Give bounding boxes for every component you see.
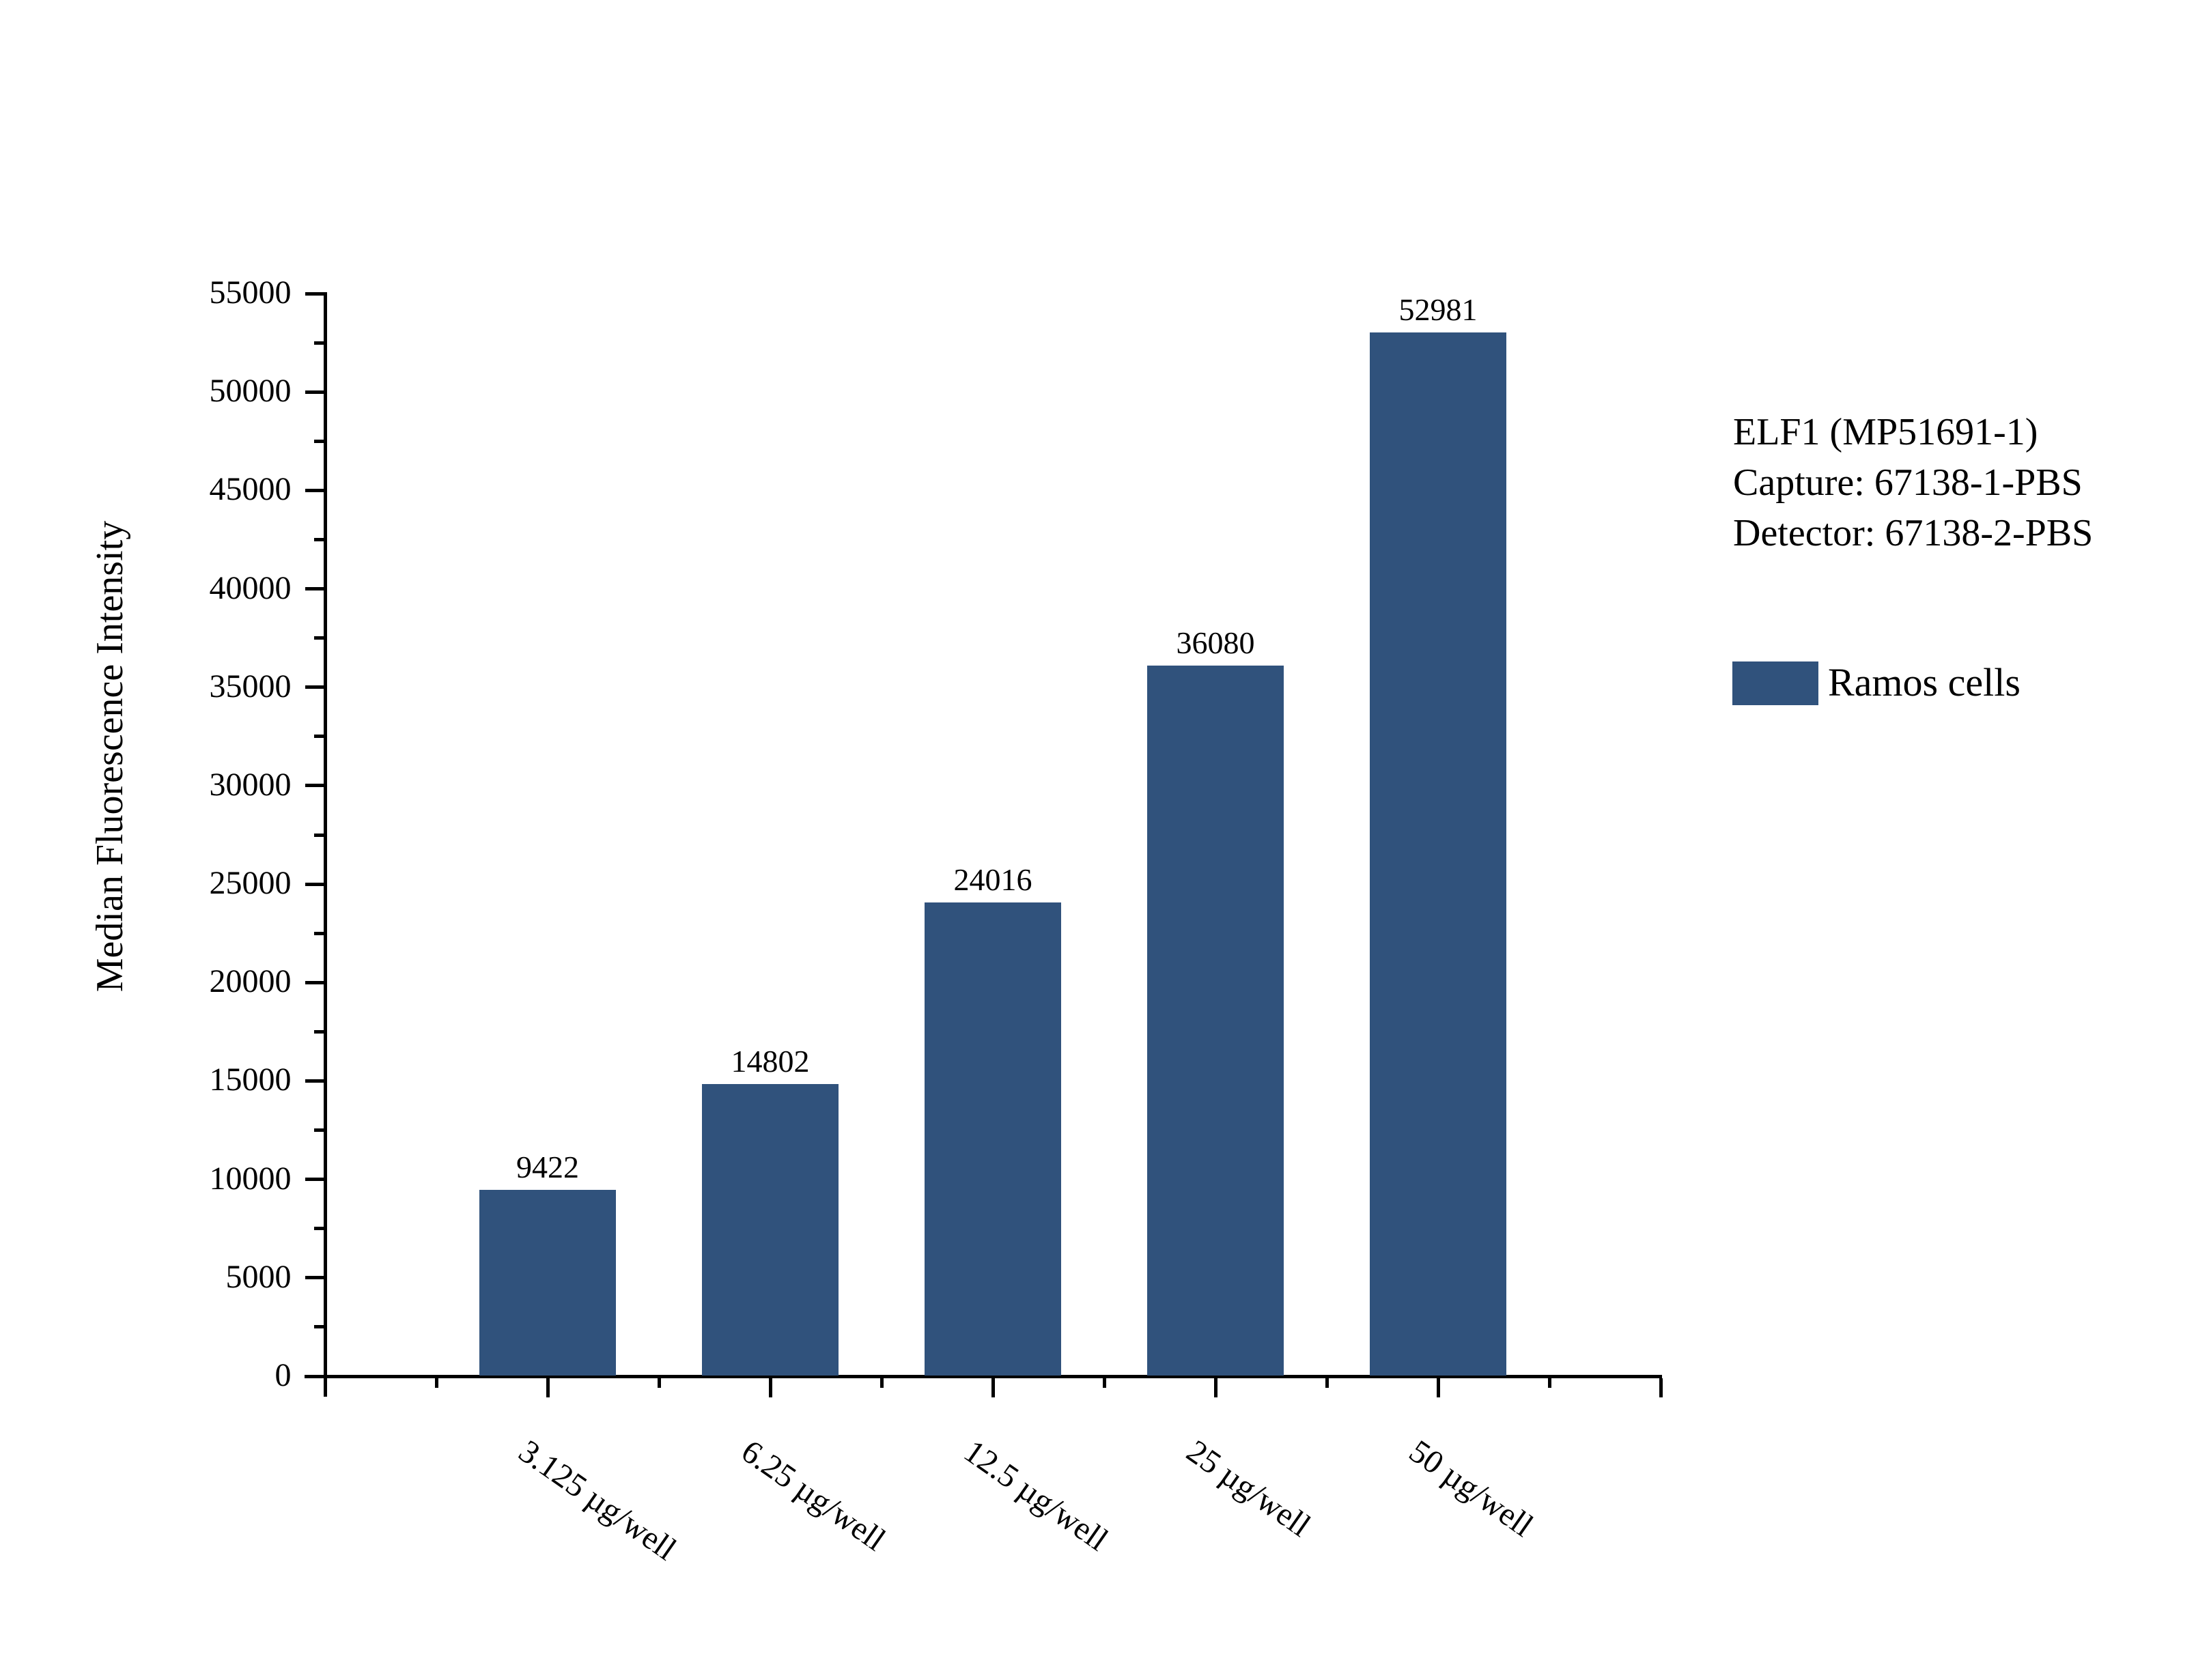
annotation-line-3: Detector: 67138-2-PBS bbox=[1733, 512, 2094, 554]
y-major-tick bbox=[305, 882, 324, 886]
y-tick-label: 45000 bbox=[209, 471, 292, 508]
y-tick-label: 0 bbox=[274, 1357, 292, 1393]
x-category-label: 12.5 µg/well bbox=[957, 1433, 1115, 1558]
y-minor-tick bbox=[313, 1325, 324, 1329]
y-minor-tick bbox=[313, 636, 324, 640]
x-minor-tick bbox=[434, 1378, 438, 1388]
x-major-tick bbox=[546, 1378, 550, 1397]
y-minor-tick bbox=[313, 1227, 324, 1231]
x-major-tick bbox=[1213, 1378, 1217, 1397]
x-minor-tick bbox=[1325, 1378, 1329, 1388]
y-major-tick bbox=[305, 587, 324, 591]
y-minor-tick bbox=[313, 833, 324, 837]
y-major-tick bbox=[305, 1276, 324, 1280]
y-major-tick bbox=[305, 390, 324, 394]
bar-value-label: 9422 bbox=[516, 1150, 579, 1184]
y-tick-label: 30000 bbox=[209, 766, 292, 803]
annotation-line-2: Capture: 67138-1-PBS bbox=[1733, 461, 2083, 504]
x-major-tick bbox=[1436, 1378, 1440, 1397]
y-major-tick bbox=[305, 685, 324, 689]
y-tick-label: 20000 bbox=[209, 963, 292, 1000]
y-axis-title: Median Fluorescence Intensity bbox=[89, 520, 131, 993]
y-tick-label: 40000 bbox=[209, 569, 292, 606]
x-major-tick bbox=[1659, 1378, 1663, 1397]
y-major-tick bbox=[305, 488, 324, 492]
y-major-tick bbox=[305, 291, 324, 296]
annotation-text: ELF1 (MP51691-1) Capture: 67138-1-PBS De… bbox=[1733, 407, 2093, 558]
bar bbox=[702, 1084, 839, 1376]
y-minor-tick bbox=[313, 735, 324, 739]
x-minor-tick bbox=[879, 1378, 884, 1388]
bar bbox=[925, 902, 1061, 1376]
x-category-label: 6.25 µg/well bbox=[735, 1433, 892, 1558]
x-category-label: 3.125 µg/well bbox=[512, 1433, 683, 1568]
y-minor-tick bbox=[313, 439, 324, 443]
x-category-label: 50 µg/well bbox=[1403, 1433, 1540, 1544]
bar bbox=[1147, 666, 1284, 1376]
y-minor-tick bbox=[313, 537, 324, 541]
x-minor-tick bbox=[1547, 1378, 1551, 1388]
y-minor-tick bbox=[313, 341, 324, 345]
bar-value-label: 24016 bbox=[953, 862, 1032, 897]
legend-swatch bbox=[1732, 661, 1818, 705]
x-category-label: 25 µg/well bbox=[1180, 1433, 1317, 1544]
y-tick-label: 35000 bbox=[209, 668, 292, 704]
y-tick-label: 55000 bbox=[209, 274, 292, 311]
y-minor-tick bbox=[313, 1128, 324, 1133]
bar-value-label: 52981 bbox=[1398, 292, 1478, 327]
y-tick-label: 50000 bbox=[209, 373, 292, 410]
y-tick-label: 5000 bbox=[225, 1258, 292, 1295]
x-minor-tick bbox=[1102, 1378, 1106, 1388]
legend-label: Ramos cells bbox=[1828, 660, 2021, 705]
bar bbox=[479, 1190, 616, 1376]
y-tick-label: 10000 bbox=[209, 1160, 292, 1197]
y-minor-tick bbox=[313, 931, 324, 935]
y-tick-label: 15000 bbox=[209, 1062, 292, 1098]
bar-value-label: 36080 bbox=[1176, 625, 1255, 660]
x-major-tick bbox=[991, 1378, 995, 1397]
y-major-tick bbox=[305, 1178, 324, 1182]
y-axis-line bbox=[323, 292, 327, 1397]
y-tick-label: 25000 bbox=[209, 865, 292, 902]
bar bbox=[1370, 332, 1506, 1376]
x-major-tick bbox=[768, 1378, 772, 1397]
y-major-tick bbox=[305, 784, 324, 788]
x-minor-tick bbox=[657, 1378, 661, 1388]
y-major-tick bbox=[305, 980, 324, 984]
y-major-tick bbox=[305, 1079, 324, 1083]
bar-value-label: 14802 bbox=[731, 1044, 810, 1079]
y-minor-tick bbox=[313, 1029, 324, 1034]
annotation-line-1: ELF1 (MP51691-1) bbox=[1733, 411, 2038, 453]
x-axis-line bbox=[305, 1374, 1662, 1378]
